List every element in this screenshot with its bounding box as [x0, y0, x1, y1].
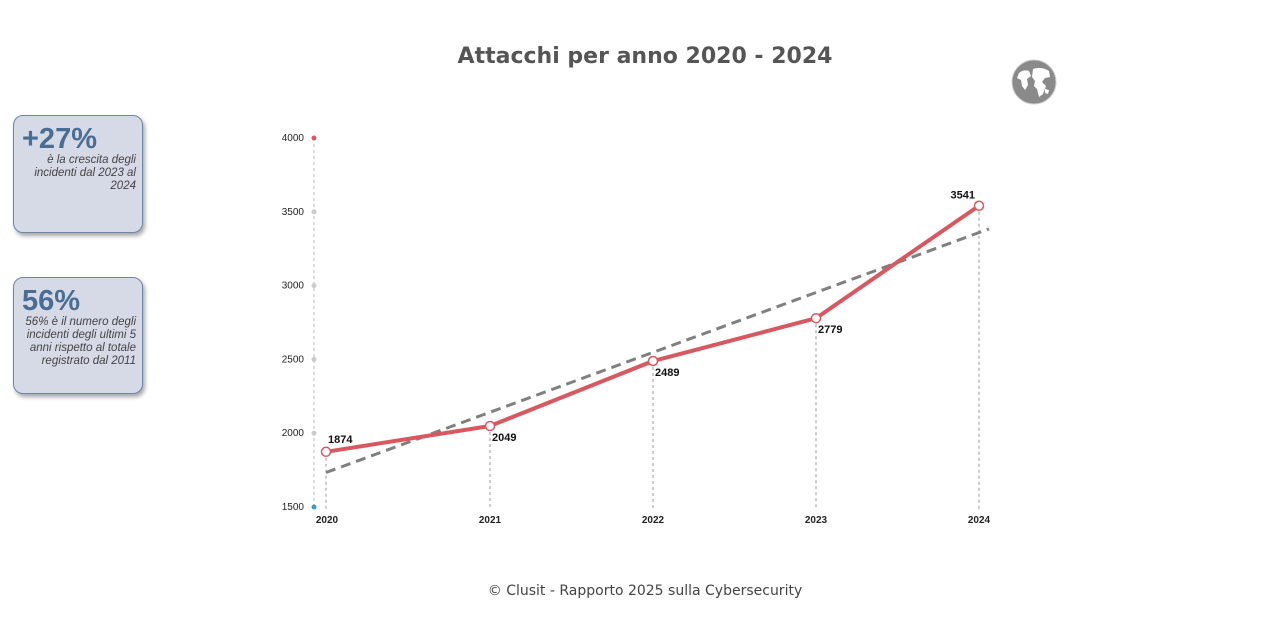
data-point	[973, 200, 985, 211]
data-point	[320, 446, 332, 458]
y-tick-marker	[311, 283, 317, 289]
data-point	[810, 312, 822, 324]
x-tick-label: 2024	[968, 515, 991, 526]
y-tick-marker	[311, 135, 317, 141]
y-tick-label: 2500	[282, 354, 305, 365]
y-tick-label: 2000	[282, 428, 305, 439]
stat-value: +27%	[22, 123, 97, 155]
footer-credit: © Clusit - Rapporto 2025 sulla Cybersecu…	[487, 583, 803, 599]
data-label: 2489	[655, 367, 679, 379]
y-tick-label: 1500	[282, 502, 305, 513]
data-label: 2779	[818, 324, 842, 336]
globe-icon	[1011, 59, 1057, 105]
stat-description: 56% è il numero degli incidenti degli ul…	[25, 316, 136, 367]
x-tick-label: 2022	[642, 515, 665, 526]
y-tick-label: 4000	[282, 133, 305, 144]
y-tick-label: 3500	[282, 207, 305, 218]
y-tick-marker	[311, 430, 317, 436]
y-tick-marker	[311, 209, 317, 215]
trend-line	[325, 227, 990, 474]
data-point	[647, 355, 659, 367]
stat-value: 56%	[22, 285, 81, 317]
stat-description: è la crescita degli incidenti dal 2023 a…	[34, 154, 136, 192]
stat-card-share: 56% 56% è il numero degli incidenti degl…	[13, 277, 143, 394]
x-tick-label: 2020	[316, 515, 339, 526]
data-label: 3541	[951, 190, 975, 202]
y-tick-label: 3000	[282, 281, 305, 292]
chart-title: Attacchi per anno 2020 - 2024	[457, 44, 833, 69]
y-tick-marker	[311, 504, 317, 510]
x-tick-label: 2021	[479, 515, 502, 526]
y-tick-marker	[311, 356, 317, 362]
data-label: 2049	[492, 432, 516, 444]
data-point	[484, 420, 496, 432]
data-label: 1874	[328, 434, 353, 446]
stat-card-growth: +27% è la crescita degli incidenti dal 2…	[13, 115, 143, 233]
series-line	[325, 204, 981, 454]
x-tick-label: 2023	[805, 515, 828, 526]
